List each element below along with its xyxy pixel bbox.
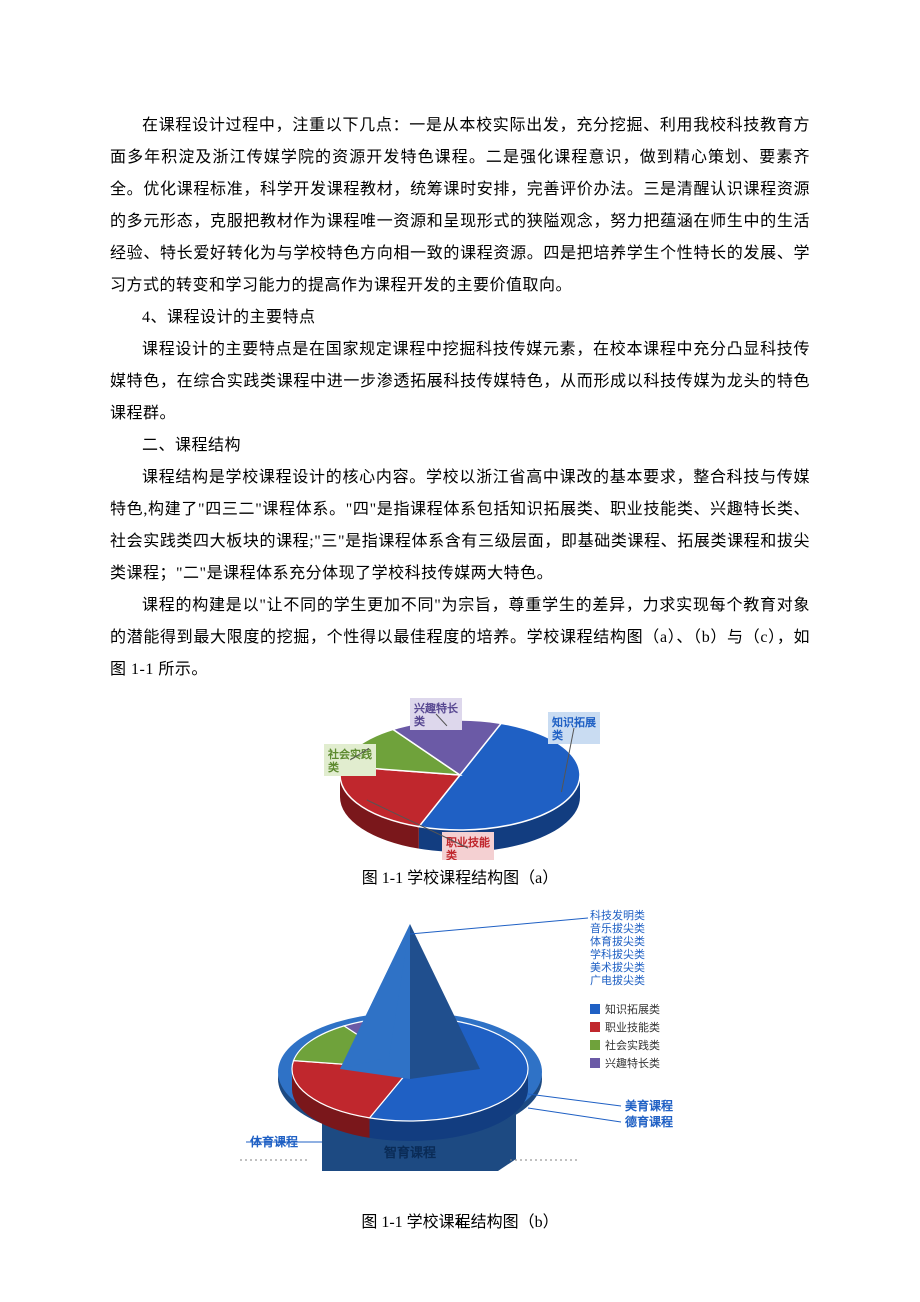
- svg-text:学科拔尖类: 学科拔尖类: [590, 947, 645, 961]
- svg-text:职业技能: 职业技能: [446, 835, 490, 849]
- svg-text:知识拓展: 知识拓展: [551, 715, 597, 729]
- svg-text:德育课程: 德育课程: [625, 1114, 673, 1129]
- svg-text:广电拔尖类: 广电拔尖类: [590, 973, 645, 987]
- paragraph-5: 课程结构是学校课程设计的核心内容。学校以浙江省高中课改的基本要求，整合科技与传媒…: [110, 462, 810, 590]
- svg-text:类: 类: [446, 848, 458, 860]
- page: 在课程设计过程中，注重以下几点：一是从本校实际出发，充分挖掘、利用我校科技教育方…: [0, 0, 920, 1302]
- caption-a: 图 1-1 学校课程结构图（a）: [110, 864, 810, 888]
- chart-a-wrap: 知识拓展类职业技能类社会实践类兴趣特长类: [110, 690, 810, 860]
- svg-text:知识拓展类: 知识拓展类: [605, 1002, 660, 1016]
- paragraph-6: 课程的构建是以"让不同的学生更加不同"为宗旨，尊重学生的差异，力求实现每个教育对…: [110, 590, 810, 686]
- svg-text:体育课程: 体育课程: [250, 1134, 298, 1149]
- svg-text:社会实践类: 社会实践类: [605, 1038, 660, 1052]
- paragraph-1: 在课程设计过程中，注重以下几点：一是从本校实际出发，充分挖掘、利用我校科技教育方…: [110, 110, 810, 302]
- svg-text:科技发明类: 科技发明类: [590, 908, 645, 922]
- svg-text:音乐拔尖类: 音乐拔尖类: [590, 921, 645, 935]
- svg-text:体育拔尖类: 体育拔尖类: [590, 934, 645, 948]
- svg-text:兴趣特长类: 兴趣特长类: [605, 1056, 660, 1070]
- svg-text:类: 类: [552, 728, 564, 742]
- svg-text:美术拔尖类: 美术拔尖类: [590, 960, 645, 974]
- pie-chart-a: 知识拓展类职业技能类社会实践类兴趣特长类: [290, 690, 630, 860]
- paragraph-2: 4、课程设计的主要特点: [110, 302, 810, 334]
- paragraph-4: 二、课程结构: [110, 430, 810, 462]
- pyramid-chart-b: 智育课程 科技发明类音乐拔尖类体育拔尖类学科拔尖类美术拔尖类广电拔尖类知识拓展类职…: [210, 894, 710, 1204]
- svg-text:职业技能类: 职业技能类: [605, 1020, 660, 1034]
- svg-text:智育课程: 智育课程: [384, 1145, 436, 1160]
- svg-text:兴趣特长: 兴趣特长: [414, 701, 459, 715]
- svg-text:美育课程: 美育课程: [625, 1098, 673, 1113]
- svg-text:类: 类: [414, 714, 426, 728]
- page-number: 4: [0, 1215, 920, 1232]
- svg-text:类: 类: [328, 760, 340, 774]
- chart-b-wrap: 智育课程 科技发明类音乐拔尖类体育拔尖类学科拔尖类美术拔尖类广电拔尖类知识拓展类职…: [110, 894, 810, 1204]
- svg-text:社会实践: 社会实践: [327, 747, 372, 761]
- paragraph-3: 课程设计的主要特点是在国家规定课程中挖掘科技传媒元素，在校本课程中充分凸显科技传…: [110, 334, 810, 430]
